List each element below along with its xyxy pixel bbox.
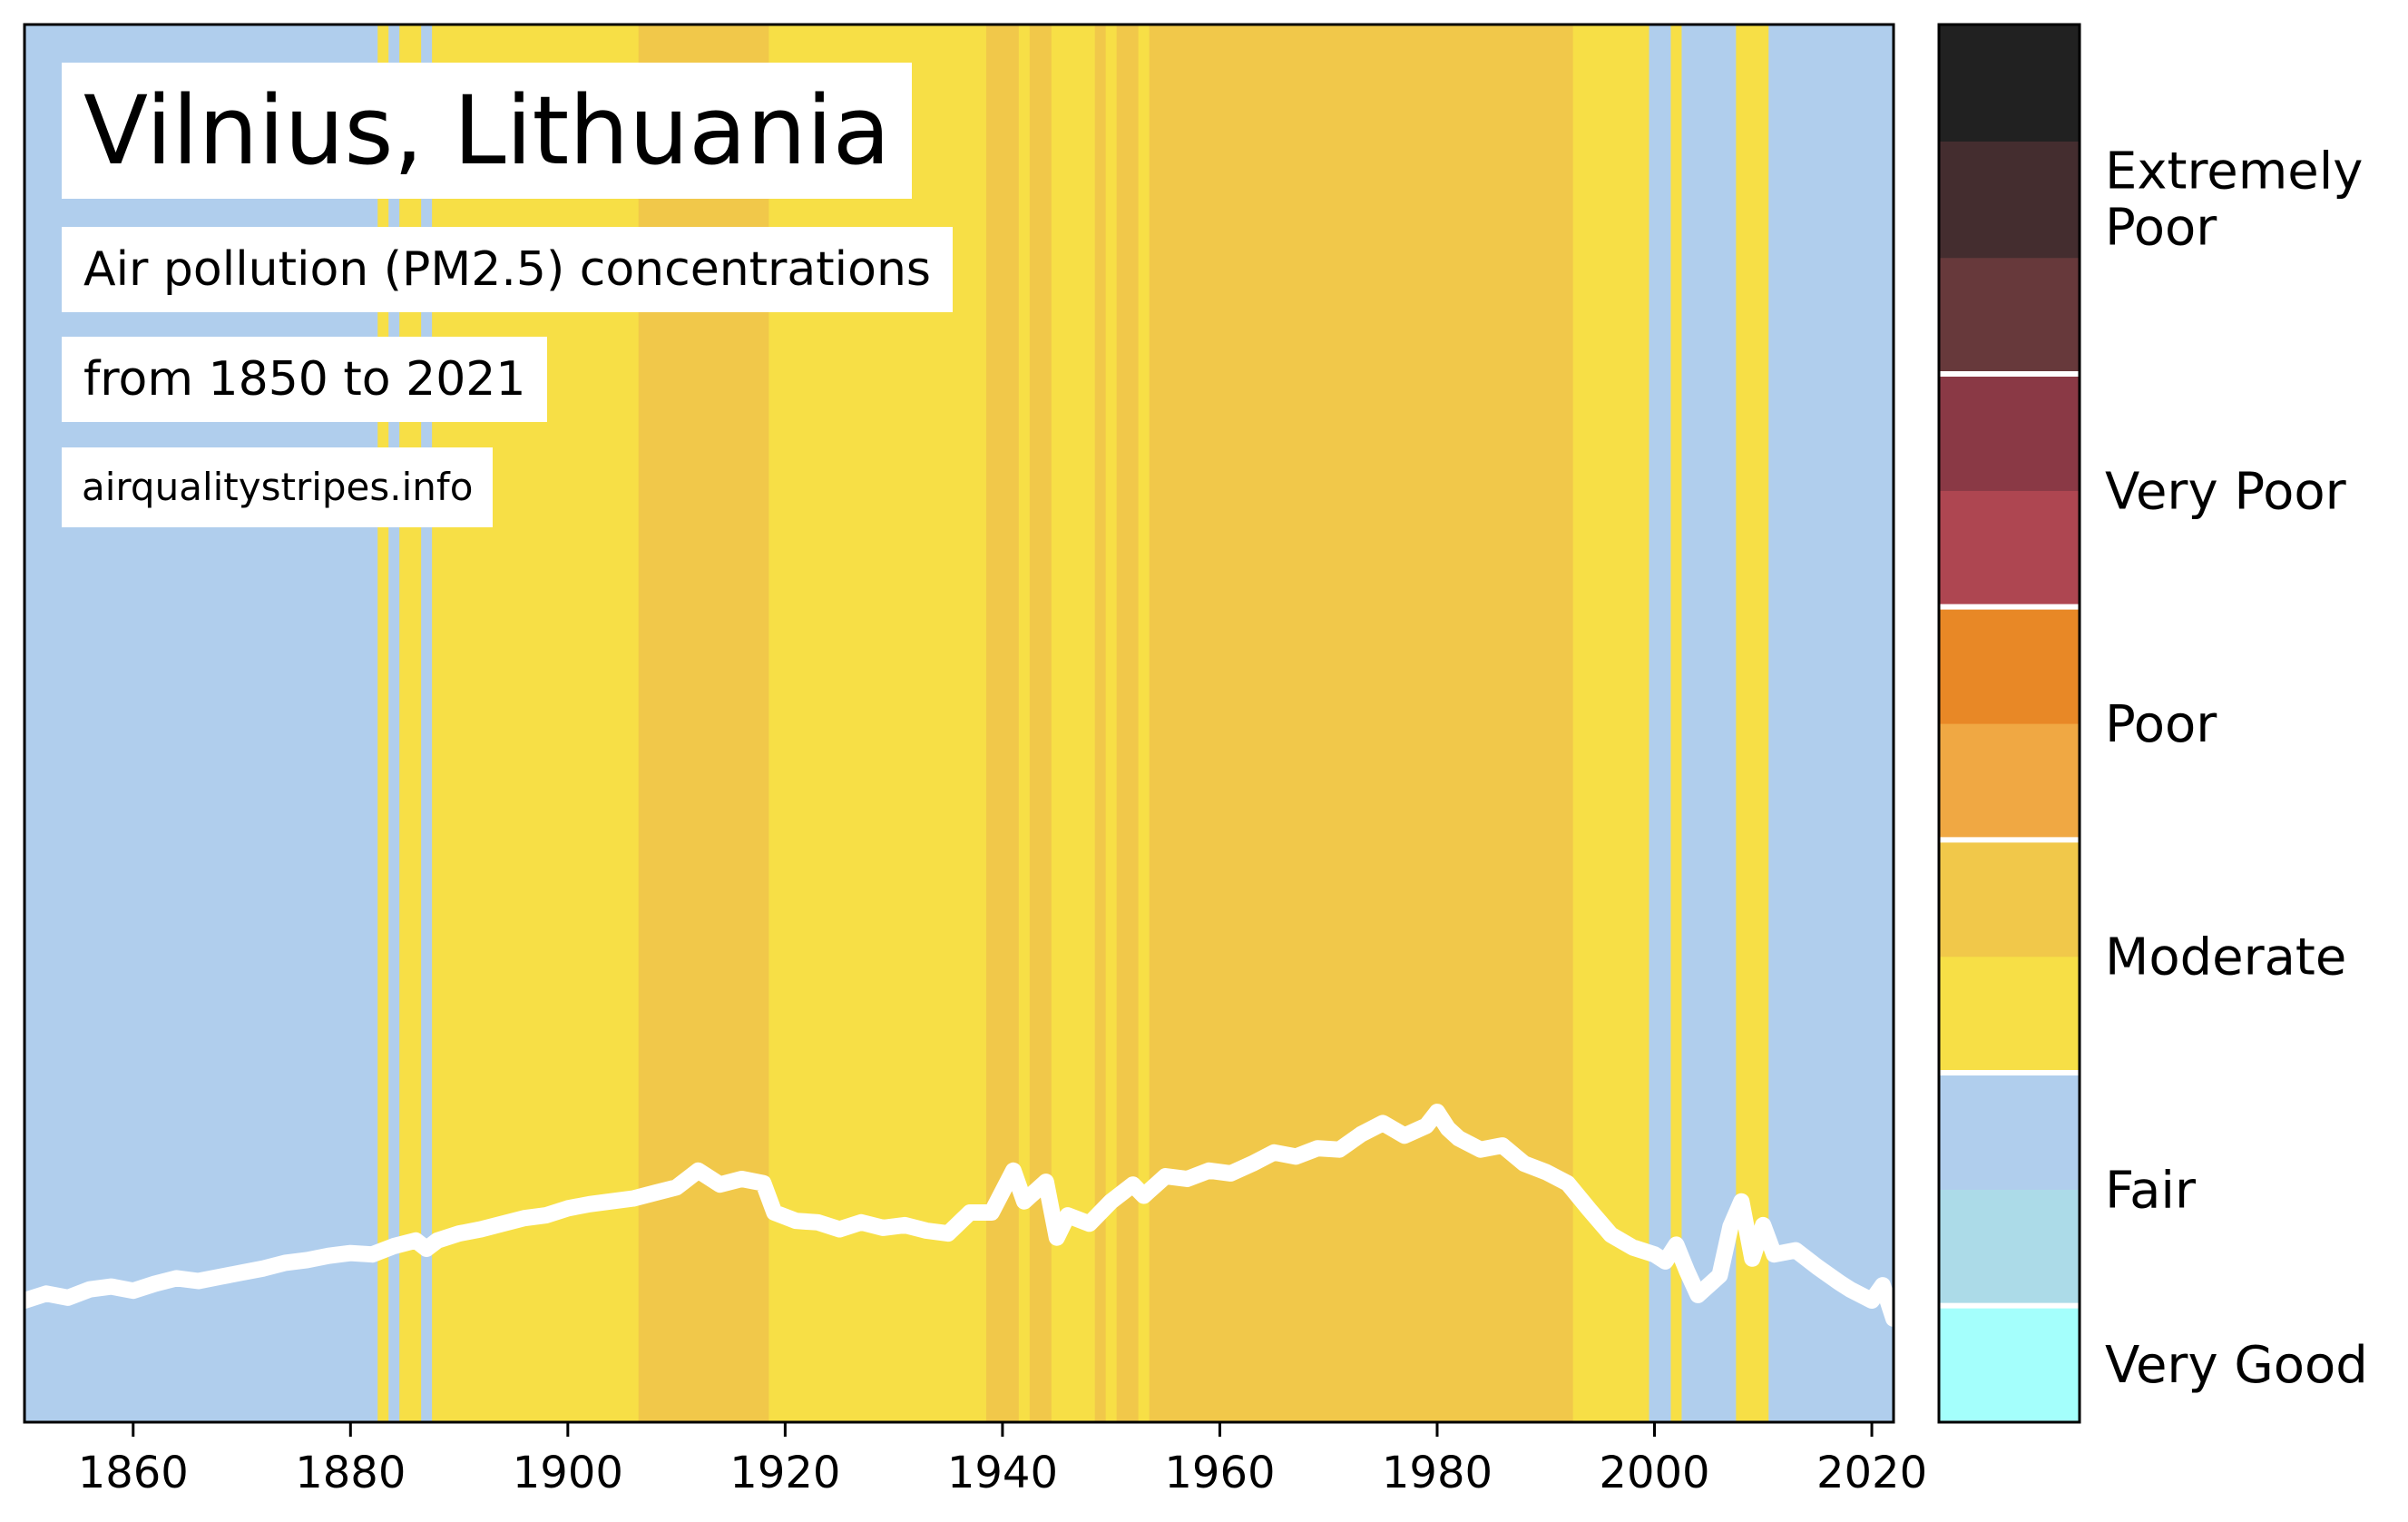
source-label: airqualitystripes.info [62, 447, 494, 527]
stripe-moderate_high [1116, 25, 1140, 1422]
x-tick-label: 1920 [729, 1448, 840, 1498]
stripe-moderate_low [1572, 25, 1650, 1422]
stripe-moderate_high [1149, 25, 1574, 1422]
stripe-moderate_high [1094, 25, 1107, 1422]
x-tick-label: 1900 [513, 1448, 623, 1498]
scale-band [1939, 374, 2080, 491]
scale-band [1939, 1073, 2080, 1190]
scale-band [1939, 723, 2080, 840]
scale-band [1939, 25, 2080, 142]
x-tick-label: 2020 [1816, 1448, 1927, 1498]
scale-label: Fair [2105, 1161, 2197, 1220]
scale-label: Very Good [2105, 1336, 2368, 1395]
stripe-fair [1681, 25, 1737, 1422]
x-tick-label: 1980 [1382, 1448, 1493, 1498]
chart-subtitle: Air pollution (PM2.5) concentrations [62, 227, 953, 312]
color-scale-frame [1937, 23, 2081, 1424]
color-scale [1939, 25, 2080, 1423]
x-tick-label: 1880 [295, 1448, 406, 1498]
scale-band [1939, 490, 2080, 608]
pm25-trend-line [16, 1104, 1902, 1327]
x-tick-label: 1960 [1164, 1448, 1275, 1498]
scale-label: Moderate [2105, 928, 2346, 987]
stripe-moderate_low [1138, 25, 1150, 1422]
stripe-moderate_low [1018, 25, 1031, 1422]
color-scale-labels: Extremely Poor Very Poor Poor Moderate Fair Ve… [2105, 142, 2368, 1395]
stripe-moderate_low [1105, 25, 1118, 1422]
date-range-label: from 1850 to 2021 [62, 337, 548, 422]
plot-frame [23, 23, 1895, 1424]
stripe-fair [1649, 25, 1672, 1422]
stripe-moderate_low [1736, 25, 1769, 1422]
x-tick-label: 1940 [947, 1448, 1058, 1498]
stripe-moderate_low [1670, 25, 1683, 1422]
x-tick-label: 2000 [1599, 1448, 1709, 1498]
scale-label: Extremely Poor [2105, 142, 2363, 258]
stripe-moderate_low [1051, 25, 1096, 1422]
scale-band [1939, 141, 2080, 259]
scale-band [1939, 956, 2080, 1074]
x-tick-label: 1860 [78, 1448, 189, 1498]
scale-band [1939, 606, 2080, 724]
stripe-fair [1768, 25, 1894, 1422]
scale-band [1939, 1305, 2080, 1423]
scale-label: Very Poor [2105, 462, 2347, 521]
chart-title: Vilnius, Lithuania [62, 63, 913, 199]
scale-band [1939, 840, 2080, 957]
scale-label: Poor [2105, 695, 2217, 754]
scale-band [1939, 1189, 2080, 1307]
x-axis: 1860 1880 1900 1920 1940 1960 1980 2000 2020 [78, 1422, 1927, 1498]
scale-band [1939, 257, 2080, 375]
